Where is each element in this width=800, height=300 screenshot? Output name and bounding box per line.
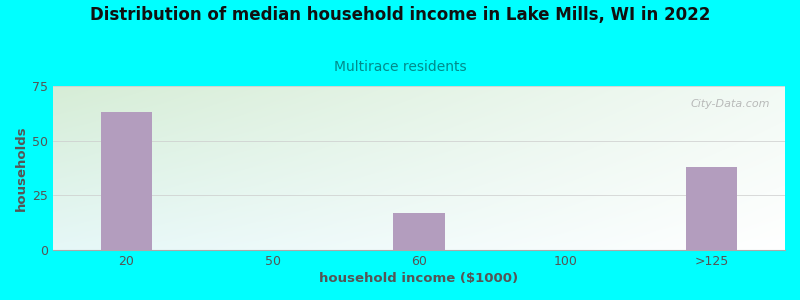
Bar xyxy=(394,213,445,250)
Y-axis label: households: households xyxy=(15,125,28,211)
Text: Multirace residents: Multirace residents xyxy=(334,60,466,74)
Text: City-Data.com: City-Data.com xyxy=(691,99,770,109)
Bar xyxy=(686,167,738,250)
X-axis label: household income ($1000): household income ($1000) xyxy=(319,272,518,285)
Text: Distribution of median household income in Lake Mills, WI in 2022: Distribution of median household income … xyxy=(90,6,710,24)
Bar xyxy=(101,112,152,250)
